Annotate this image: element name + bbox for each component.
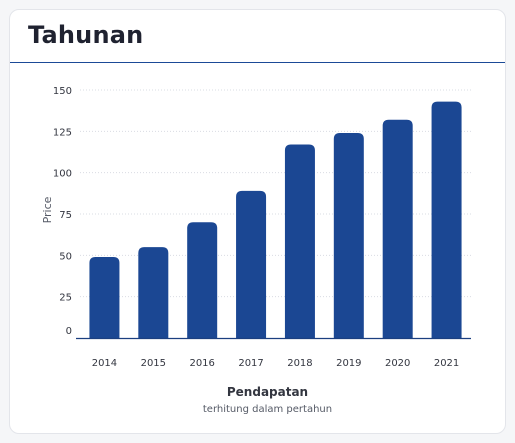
y-axis-ticks: 0 25 50 75 100 125 150 <box>53 86 72 337</box>
grid-lines <box>80 89 471 298</box>
x-tick-label: 2018 <box>287 358 312 369</box>
x-tick-label: 2021 <box>434 358 459 369</box>
y-tick-label: 0 <box>66 326 72 337</box>
y-tick-label: 150 <box>53 86 72 97</box>
x-tick-label: 2015 <box>141 358 166 369</box>
x-tick-label: 2016 <box>189 358 214 369</box>
y-tick-label: 50 <box>59 251 72 262</box>
bar-2019[interactable] <box>333 132 364 338</box>
y-tick-label: 25 <box>59 293 72 304</box>
x-axis-title: Pendapatan <box>227 385 308 399</box>
y-axis-title: Price <box>41 196 54 223</box>
x-tick-label: 2020 <box>385 358 410 369</box>
y-tick-label: 75 <box>59 210 72 221</box>
x-tick-label: 2014 <box>92 358 117 369</box>
bar-2021[interactable] <box>431 101 462 338</box>
chart-card: Tahunan 0 25 50 75 100 125 150 2014 2015 2016 201… <box>9 9 506 434</box>
x-tick-label: 2019 <box>336 358 361 369</box>
y-tick-label: 125 <box>53 127 72 138</box>
bars <box>89 101 462 338</box>
card-header: Tahunan <box>10 10 505 63</box>
y-tick-label: 100 <box>53 169 72 180</box>
x-axis-ticks: 2014 2015 2016 2017 2018 2019 2020 2021 <box>92 358 460 369</box>
bar-2016[interactable] <box>187 222 218 338</box>
x-axis-subtitle: terhitung dalam pertahun <box>203 404 332 415</box>
x-tick-label: 2017 <box>238 358 263 369</box>
bar-2014[interactable] <box>89 256 120 338</box>
bar-2017[interactable] <box>236 190 267 338</box>
bar-2018[interactable] <box>284 144 315 338</box>
bar-2015[interactable] <box>138 247 169 338</box>
card-title: Tahunan <box>28 21 144 49</box>
bar-2020[interactable] <box>382 119 413 338</box>
